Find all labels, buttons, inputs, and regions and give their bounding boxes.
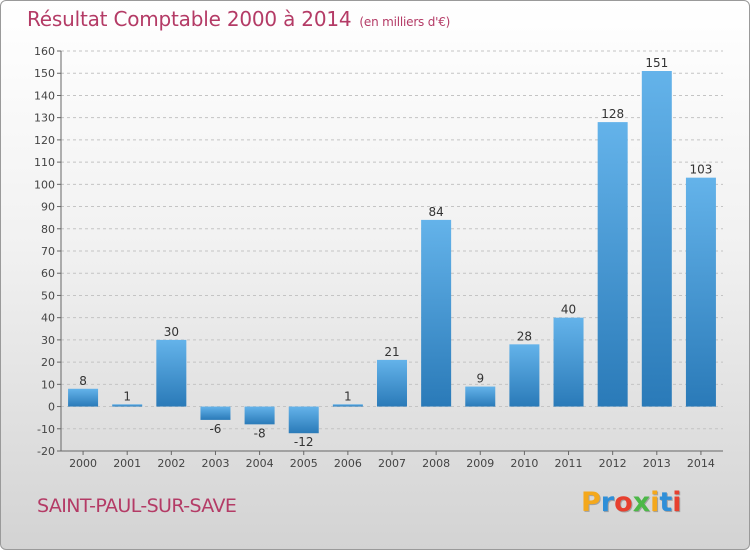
data-label-2004: -8 (254, 426, 266, 440)
brand-logo: Proxiti (581, 487, 682, 518)
y-tick-label: -10 (37, 423, 55, 436)
brand-letter: r (600, 487, 615, 518)
bar-2014 (685, 177, 716, 407)
y-tick-label: 150 (34, 67, 55, 80)
y-tick-label: 140 (34, 89, 55, 102)
brand-letter: t (659, 487, 673, 518)
x-tick-label: 2009 (466, 457, 494, 470)
data-label-2013: 151 (645, 56, 668, 70)
chart-title-text: Résultat Comptable 2000 à 2014 (27, 7, 352, 31)
y-tick-label: 90 (41, 201, 55, 214)
x-tick-label: 2000 (69, 457, 97, 470)
x-tick-label: 2010 (510, 457, 538, 470)
data-label-2002: 30 (164, 325, 179, 339)
y-tick-label: 20 (41, 356, 55, 369)
chart-title: Résultat Comptable 2000 à 2014 (en millie… (27, 7, 450, 31)
brand-letter: i (650, 487, 660, 518)
bar-2006 (332, 404, 363, 407)
brand-letter: x (632, 487, 651, 518)
y-tick-label: 40 (41, 312, 55, 325)
x-tick-label: 2007 (378, 457, 406, 470)
y-tick-label: 0 (48, 401, 55, 414)
y-tick-label: 70 (41, 245, 55, 258)
x-tick-label: 2008 (422, 457, 450, 470)
bar-2010 (509, 344, 540, 407)
y-tick-label: 100 (34, 178, 55, 191)
bar-2003 (200, 406, 231, 420)
data-label-2009: 9 (476, 372, 484, 386)
x-tick-label: 2001 (113, 457, 141, 470)
x-tick-label: 2013 (643, 457, 671, 470)
data-label-2003: -6 (209, 422, 221, 436)
bar-2013 (641, 71, 672, 407)
x-tick-label: 2014 (687, 457, 715, 470)
bars (68, 71, 716, 434)
data-label-2005: -12 (294, 435, 314, 449)
x-tick-label: 2002 (157, 457, 185, 470)
brand-letter: i (672, 487, 682, 518)
bar-2004 (244, 406, 275, 425)
bar-2011 (553, 317, 584, 407)
data-label-2012: 128 (601, 107, 624, 121)
bar-2009 (465, 386, 496, 407)
y-tick-label: 110 (34, 156, 55, 169)
data-label-2011: 40 (561, 303, 576, 317)
axes: -20-100102030405060708090100110120130140… (34, 45, 723, 470)
data-label-2007: 21 (384, 345, 399, 359)
data-label-2001: 1 (123, 389, 131, 403)
commune-name: SAINT-PAUL-SUR-SAVE (37, 495, 237, 517)
chart-subtitle: (en milliers d'€) (359, 15, 451, 29)
data-labels: 8 1 30 -6 -8 -12 1 21 84 9 28 40 128 151 103 (79, 56, 712, 449)
x-tick-label: 2004 (246, 457, 274, 470)
y-tick-label: 60 (41, 267, 55, 280)
bar-2000 (68, 388, 99, 407)
y-tick-label: -20 (37, 445, 55, 458)
brand-letter: P (581, 487, 601, 518)
data-label-2010: 28 (517, 329, 532, 343)
brand-letter: o (614, 487, 633, 518)
x-tick-label: 2005 (290, 457, 318, 470)
y-tick-label: 120 (34, 134, 55, 147)
data-label-2014: 103 (689, 163, 712, 177)
bar-2001 (112, 404, 143, 407)
y-tick-label: 10 (41, 378, 55, 391)
bar-2005 (288, 406, 319, 434)
bar-2002 (156, 339, 187, 407)
bar-2008 (421, 219, 452, 407)
y-tick-label: 160 (34, 45, 55, 58)
bar-2007 (377, 359, 407, 407)
bar-2012 (597, 122, 628, 407)
y-tick-label: 80 (41, 223, 55, 236)
x-tick-label: 2012 (599, 457, 627, 470)
data-label-2006: 1 (344, 389, 352, 403)
x-tick-label: 2011 (555, 457, 583, 470)
y-tick-label: 30 (41, 334, 55, 347)
data-label-2008: 84 (428, 205, 443, 219)
x-tick-label: 2003 (201, 457, 229, 470)
y-tick-label: 130 (34, 112, 55, 125)
y-tick-label: 50 (41, 289, 55, 302)
data-label-2000: 8 (79, 374, 87, 388)
x-tick-label: 2006 (334, 457, 362, 470)
